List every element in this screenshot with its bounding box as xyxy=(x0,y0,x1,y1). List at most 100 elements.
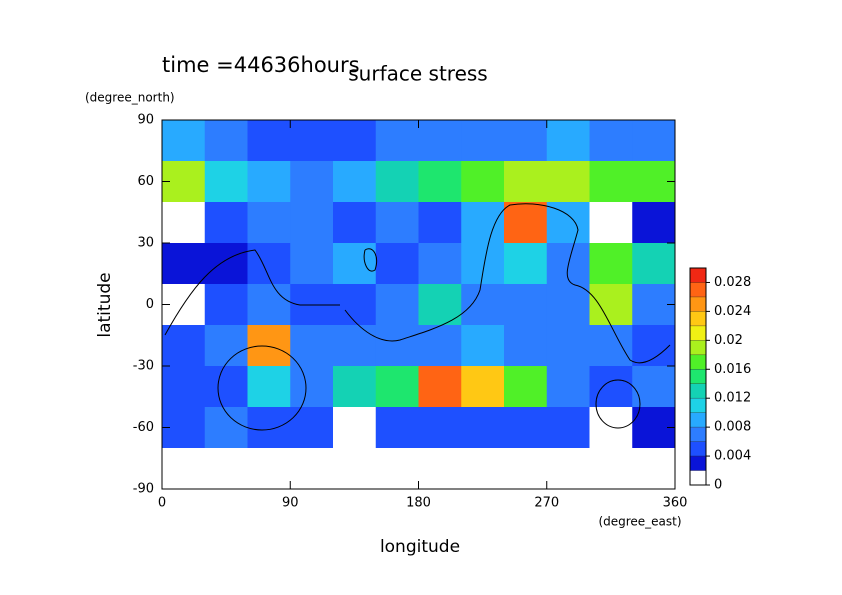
colorbar-tick-label: 0.024 xyxy=(714,304,751,319)
colorbar-tick-label: 0.004 xyxy=(714,449,751,464)
colorbar-swatch xyxy=(690,398,706,413)
contour-cell xyxy=(247,407,291,449)
contour-cell xyxy=(589,161,633,203)
contour-cell xyxy=(333,366,377,408)
contour-cell xyxy=(204,366,248,408)
contour-cell xyxy=(418,202,462,244)
contour-cell xyxy=(504,284,548,326)
contour-cell xyxy=(589,366,633,408)
coastline xyxy=(164,249,340,336)
y-tick-label: 60 xyxy=(137,174,154,189)
contour-cell xyxy=(290,243,334,285)
contour-cell xyxy=(333,161,377,203)
colorbar-tick-label: 0.02 xyxy=(714,333,743,348)
contour-cell xyxy=(418,448,462,490)
colorbar-swatch xyxy=(690,340,706,355)
colorbar-swatch xyxy=(690,296,706,312)
x-tick-label: 180 xyxy=(406,496,431,511)
contour-cell xyxy=(162,325,206,367)
contour-cell xyxy=(247,161,291,203)
y-tick-label: 90 xyxy=(137,113,154,128)
contour-cell xyxy=(290,120,334,162)
time-label: time =44636hours xyxy=(162,53,360,77)
contour-cell xyxy=(290,161,334,203)
contour-cell xyxy=(290,202,334,244)
contour-cell xyxy=(632,243,676,285)
contour-cell xyxy=(375,325,419,367)
contour-cell xyxy=(504,243,548,285)
contour-cell xyxy=(504,325,548,367)
contour-cell xyxy=(290,407,334,449)
colorbar-swatch xyxy=(690,268,706,283)
contour-cell xyxy=(589,284,633,326)
colorbar-swatch xyxy=(690,282,706,297)
contour-cell xyxy=(204,161,248,203)
y-tick-label: 30 xyxy=(137,236,154,251)
contour-cell xyxy=(375,284,419,326)
contour-cell xyxy=(204,243,248,285)
contour-cell xyxy=(333,407,377,449)
contour-cell xyxy=(461,120,505,162)
coastline xyxy=(217,345,307,431)
contour-cell xyxy=(504,202,548,244)
contour-cell xyxy=(504,366,548,408)
contour-cell xyxy=(375,202,419,244)
y-tick-label: 0 xyxy=(146,297,154,312)
contour-cell xyxy=(204,202,248,244)
y-tick-label: -60 xyxy=(133,420,154,435)
contour-cell xyxy=(204,284,248,326)
contour-cell xyxy=(504,407,548,449)
y-unit: (degree_north) xyxy=(85,91,175,105)
contour-cell xyxy=(546,120,590,162)
colorbar-tick-label: 0.028 xyxy=(714,275,751,290)
contour-cell xyxy=(333,448,377,490)
y-tick-label: -90 xyxy=(133,482,154,497)
y-axis-label: latitude xyxy=(95,272,115,337)
coastline xyxy=(344,203,671,364)
contour-cell xyxy=(461,284,505,326)
contour-cell xyxy=(333,243,377,285)
contour-cell xyxy=(632,448,676,490)
colorbar-swatch xyxy=(690,311,706,326)
colorbar-swatch xyxy=(690,325,706,341)
contour-cell xyxy=(375,407,419,449)
colorbar-swatch xyxy=(690,441,706,457)
contour-cell xyxy=(546,366,590,408)
contour-cell xyxy=(504,161,548,203)
contour-cell xyxy=(504,120,548,162)
contour-cell xyxy=(247,366,291,408)
x-tick-label: 90 xyxy=(282,496,299,511)
contour-cell xyxy=(632,325,676,367)
x-tick-label: 0 xyxy=(158,496,166,511)
coastline xyxy=(363,248,378,272)
contour-cell xyxy=(546,448,590,490)
contour-cell xyxy=(247,448,291,490)
contour-cell xyxy=(204,325,248,367)
contour-cell xyxy=(461,202,505,244)
contour-cell xyxy=(546,284,590,326)
contour-cell xyxy=(162,448,206,490)
contour-cell xyxy=(632,202,676,244)
contour-cell xyxy=(247,284,291,326)
contour-cell xyxy=(162,202,206,244)
contour-cell xyxy=(375,243,419,285)
contour-cell xyxy=(418,243,462,285)
contour-cell xyxy=(162,366,206,408)
contour-cell xyxy=(375,448,419,490)
contour-cell xyxy=(290,448,334,490)
contour-cell xyxy=(461,325,505,367)
coastline xyxy=(595,379,641,429)
x-unit: (degree_east) xyxy=(598,515,681,529)
colorbar-swatch xyxy=(690,470,706,485)
contour-cell xyxy=(333,120,377,162)
contour-cell xyxy=(461,407,505,449)
contour-cell xyxy=(589,120,633,162)
contour-cell xyxy=(589,325,633,367)
contour-cell xyxy=(546,407,590,449)
contour-cell xyxy=(461,366,505,408)
contour-cell xyxy=(375,120,419,162)
contour-cell xyxy=(204,407,248,449)
colorbar-frame xyxy=(689,267,707,486)
colorbar-tick-label: 0 xyxy=(714,478,722,493)
